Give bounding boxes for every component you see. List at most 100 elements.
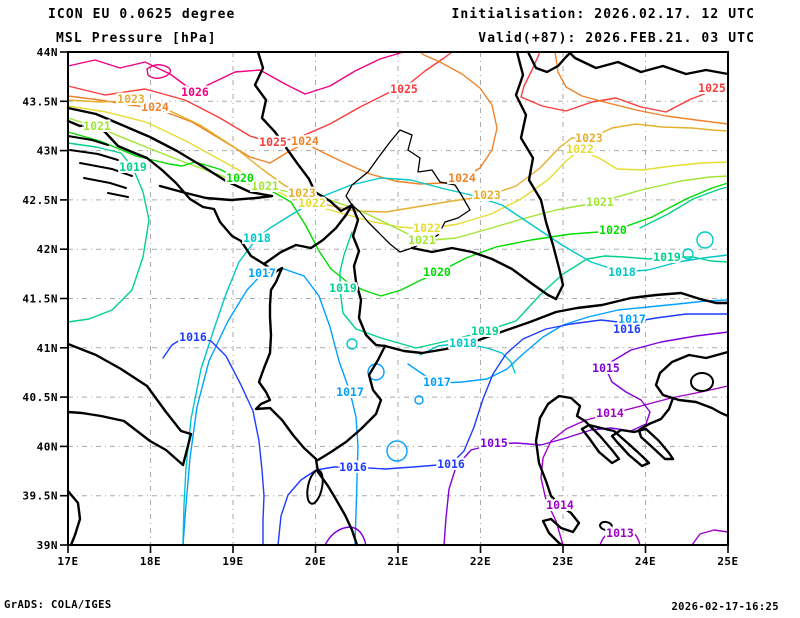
coast-dalmatia-albania-greece — [66, 119, 359, 547]
isobar-label-1016: 1016 — [437, 457, 465, 471]
isobar-1016 — [277, 313, 729, 546]
island-thasos — [690, 372, 714, 392]
isobar-1021 — [67, 117, 729, 242]
isobar-label-1020: 1020 — [226, 171, 254, 185]
isobar-label-1022: 1022 — [566, 142, 594, 156]
isobar-loop-1018 — [696, 231, 714, 249]
isobar-1018 — [182, 177, 729, 546]
isobar-1017 — [182, 268, 359, 546]
border-macedonia-north — [410, 246, 558, 301]
isobar-1026 — [146, 64, 172, 79]
coast-chalkidiki — [538, 394, 675, 468]
coast-calabria — [66, 489, 82, 547]
border-greece-north — [383, 291, 730, 355]
isobar-label-1017: 1017 — [248, 266, 276, 280]
island-skiathos — [599, 520, 613, 532]
lat-tick-label: 40.5N — [22, 391, 58, 404]
isobar-label-1014: 1014 — [596, 406, 624, 420]
lat-tick-label: 42N — [37, 243, 58, 256]
isobar-loop-1017 — [386, 440, 408, 462]
lat-tick-label: 40N — [37, 440, 58, 453]
lon-tick-label: 23E — [552, 555, 573, 568]
isobar-loop-1018 — [346, 338, 358, 350]
isobar-1024 — [554, 51, 729, 125]
isobar-label-1019: 1019 — [653, 250, 681, 264]
isobar-1019 — [67, 142, 150, 323]
isobar-1017 — [407, 299, 729, 384]
isobar-label-1021: 1021 — [408, 233, 436, 247]
isobar-label-1024: 1024 — [141, 100, 169, 114]
isobar-label-1024: 1024 — [291, 134, 319, 148]
isobar-1025 — [520, 51, 729, 113]
border-serbia-bulgaria — [514, 50, 565, 301]
isobar-label-1018: 1018 — [449, 336, 477, 350]
grads-credit: GrADS: COLA/IGES — [4, 599, 112, 611]
border-albania-east — [350, 203, 387, 348]
lon-tick-label: 24E — [635, 555, 656, 568]
border-montenegro-serbia — [313, 190, 354, 213]
isobar-1019 — [639, 186, 729, 229]
isobar-label-1022: 1022 — [413, 221, 441, 235]
isobar-loop-1018 — [682, 248, 694, 260]
coast-aegean-north — [654, 350, 730, 418]
coast-pelion-volos — [534, 416, 581, 547]
lat-tick-label: 42.5N — [22, 194, 58, 207]
lon-tick-label: 20E — [305, 555, 326, 568]
lon-tick-label: 18E — [140, 555, 161, 568]
isobar-label-1021: 1021 — [251, 179, 279, 193]
isobar-1020 — [67, 131, 729, 297]
lat-tick-label: 44N — [37, 46, 58, 59]
island-korcula — [83, 177, 127, 189]
isobar-label-1018: 1018 — [243, 231, 271, 245]
isobar-label-1025: 1025 — [698, 81, 726, 95]
initialisation-time: Initialisation: 2026.02.17. 12 UTC — [451, 7, 755, 22]
coast-italy-heel — [66, 342, 193, 467]
isobar-label-1023: 1023 — [288, 186, 316, 200]
border-albania-greece — [316, 344, 387, 462]
isobar-label-1013: 1013 — [606, 526, 634, 540]
isobar-label-1017: 1017 — [336, 385, 364, 399]
isobar-label-1025: 1025 — [259, 135, 287, 149]
isobar-label-1015: 1015 — [480, 436, 508, 450]
creation-timestamp: 2026-02-17-16:25 — [671, 601, 779, 613]
isobar-label-1015: 1015 — [592, 361, 620, 375]
border-coastal-strip — [158, 184, 274, 202]
lon-tick-label: 25E — [717, 555, 738, 568]
isobar-label-1020: 1020 — [423, 265, 451, 279]
island-peljesac — [79, 162, 133, 177]
valid-time: Valid(+87): 2026.FEB.21. 03 UTC — [478, 31, 755, 46]
isobar-label-1021: 1021 — [586, 195, 614, 209]
isobar-1016 — [162, 337, 265, 546]
isobar-label-1022: 1022 — [298, 196, 326, 210]
border-kosovo — [345, 129, 471, 253]
isobar-1026 — [67, 51, 406, 95]
island-brac — [67, 135, 109, 146]
isobar-1015 — [324, 526, 367, 546]
isobar-1019 — [339, 231, 729, 349]
lon-tick-label: 22E — [470, 555, 491, 568]
border-danube — [526, 50, 730, 76]
isobar-label-1026: 1026 — [181, 85, 209, 99]
isobar-label-1023: 1023 — [575, 131, 603, 145]
lon-tick-label: 17E — [57, 555, 78, 568]
lat-tick-label: 43.5N — [22, 95, 58, 108]
isobar-label-1023: 1023 — [473, 188, 501, 202]
isobar-loop-1017 — [414, 395, 424, 405]
lon-tick-label: 19E — [222, 555, 243, 568]
isobar-label-1025: 1025 — [390, 82, 418, 96]
island-hvar — [69, 149, 119, 161]
isobar-label-1019: 1019 — [119, 160, 147, 174]
lat-tick-label: 39.5N — [22, 490, 58, 503]
model-title: ICON EU 0.0625 degree — [48, 7, 236, 22]
isobar-label-1014: 1014 — [546, 498, 574, 512]
isobar-label-1019: 1019 — [329, 281, 357, 295]
lat-tick-label: 41.5N — [22, 293, 58, 306]
isobar-label-1017: 1017 — [423, 375, 451, 389]
isobar-label-1018: 1018 — [608, 265, 636, 279]
isobar-1018 — [419, 342, 516, 374]
isobar-label-1016: 1016 — [613, 322, 641, 336]
border-drina — [253, 50, 317, 194]
field-title: MSL Pressure [hPa] — [56, 31, 217, 46]
